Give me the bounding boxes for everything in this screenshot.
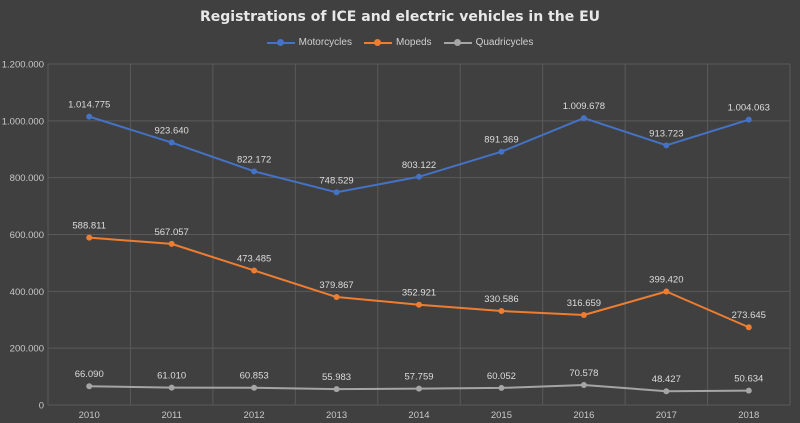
data-point (333, 189, 340, 196)
data-labels: 1.014.775 923.640 822.172 748.529 803.122 891… (68, 100, 770, 386)
legend-marker-motorcycles (266, 38, 295, 48)
y-tick-label: 1.000.000 (2, 116, 44, 127)
legend-marker-mopeds (363, 38, 392, 48)
data-point (86, 113, 93, 120)
data-point (498, 148, 505, 155)
y-tick-label: 200.000 (10, 344, 44, 355)
data-label: 923.640 (154, 126, 188, 137)
data-point (663, 142, 670, 149)
data-label: 60.853 (240, 371, 269, 382)
x-tick-label: 2017 (656, 410, 677, 421)
data-point (663, 288, 670, 295)
chart-title: Registrations of ICE and electric vehicl… (199, 9, 600, 25)
data-point (333, 294, 340, 301)
x-tick-label: 2015 (491, 410, 512, 421)
legend-item-mopeds[interactable]: Mopeds (363, 37, 432, 48)
data-label: 913.723 (649, 128, 683, 139)
y-tick-label: 800.000 (10, 173, 44, 184)
data-point (745, 116, 752, 123)
data-label: 352.921 (402, 288, 436, 299)
data-label: 61.010 (157, 371, 186, 382)
data-point (498, 308, 505, 315)
data-point (251, 384, 258, 391)
legend-marker-quadricycles (443, 38, 472, 48)
data-point (333, 386, 340, 393)
data-label: 1.004.063 (728, 103, 770, 114)
data-label: 55.983 (322, 372, 351, 383)
data-label: 891.369 (484, 135, 518, 146)
y-tick-label: 400.000 (10, 287, 44, 298)
data-label: 66.090 (75, 369, 104, 380)
data-point (580, 381, 587, 388)
series-lines (86, 113, 752, 395)
y-tick-label: 1.200.000 (2, 60, 44, 71)
data-point (168, 240, 175, 247)
legend-dot (373, 38, 381, 46)
x-tick-label: 2013 (326, 410, 347, 421)
gridlines (47, 63, 791, 406)
legend-label: Quadricycles (475, 37, 534, 48)
y-tick-label: 0 (39, 401, 44, 412)
data-point (498, 384, 505, 391)
data-label: 330.586 (484, 294, 518, 305)
x-tick-label: 2011 (161, 410, 181, 421)
data-point (580, 115, 587, 122)
data-point (168, 384, 175, 391)
legend-item-motorcycles[interactable]: Motorcycles (266, 37, 352, 48)
legend-dot (276, 38, 284, 46)
data-point (416, 385, 422, 392)
data-label: 748.529 (319, 175, 353, 186)
data-point (416, 301, 422, 308)
data-label: 57.759 (404, 372, 433, 383)
x-tick-label: 2016 (573, 410, 594, 421)
legend: Motorcycles Mopeds Quadricycles (0, 37, 800, 48)
data-label: 473.485 (237, 253, 271, 264)
data-point (251, 168, 258, 175)
data-label: 822.172 (237, 154, 271, 165)
data-label: 399.420 (649, 274, 683, 285)
data-label: 70.578 (569, 368, 598, 379)
data-label: 273.645 (732, 310, 766, 321)
legend-item-quadricycles[interactable]: Quadricycles (443, 37, 534, 48)
y-tick-label: 600.000 (10, 230, 44, 241)
data-point (663, 388, 670, 395)
y-axis: 0 200.000 400.000 600.000 800.000 1.000.000 1.… (2, 60, 44, 412)
legend-label: Mopeds (395, 37, 432, 48)
data-point (416, 173, 422, 180)
data-label: 1.014.775 (68, 100, 110, 111)
data-point (86, 234, 93, 241)
x-tick-label: 2012 (244, 410, 265, 421)
data-label: 316.659 (567, 298, 601, 309)
data-point (745, 387, 752, 394)
data-label: 48.427 (652, 374, 681, 385)
data-label: 567.057 (154, 227, 188, 238)
x-tick-label: 2018 (738, 410, 759, 421)
data-label: 379.867 (319, 280, 353, 291)
data-point (251, 267, 258, 274)
data-point (86, 383, 93, 390)
legend-label: Motorcycles (298, 37, 352, 48)
data-label: 588.811 (72, 221, 106, 232)
data-label: 60.052 (487, 371, 516, 382)
x-tick-label: 2014 (408, 410, 429, 421)
data-label: 1.009.678 (563, 101, 605, 112)
legend-dot (453, 38, 461, 46)
data-point (745, 324, 752, 331)
data-label: 50.634 (734, 374, 763, 385)
x-axis: 2010 2011 2012 2013 2014 2015 2016 2017 2018 (79, 410, 760, 421)
data-point (580, 312, 587, 319)
x-tick-label: 2010 (79, 410, 100, 421)
data-point (168, 139, 175, 146)
data-label: 803.122 (402, 160, 436, 171)
